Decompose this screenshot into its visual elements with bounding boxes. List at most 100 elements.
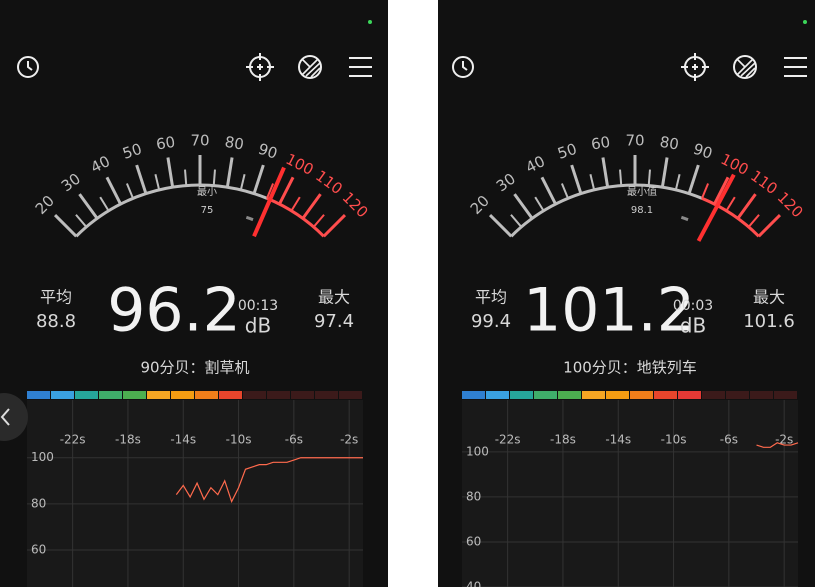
menu-button[interactable] bbox=[784, 57, 807, 77]
collapse-arrow bbox=[0, 408, 10, 426]
gauge-tick bbox=[660, 157, 669, 188]
status-dot bbox=[368, 20, 372, 24]
gauge-tick bbox=[736, 193, 757, 220]
gauge-tick bbox=[513, 193, 534, 220]
gauge-minor-tick bbox=[125, 183, 134, 199]
target-icon bbox=[681, 53, 709, 81]
gauge-tick bbox=[278, 176, 295, 205]
x-tick-label: -18s bbox=[550, 433, 576, 447]
level-segment bbox=[27, 391, 50, 399]
gauge-minor-tick bbox=[747, 214, 760, 228]
status-dot bbox=[803, 20, 807, 24]
gauge-tick bbox=[105, 176, 122, 205]
gauge-tick bbox=[301, 193, 322, 220]
gauge-tick-label: 90 bbox=[691, 140, 715, 163]
level-segment bbox=[486, 391, 509, 399]
gauge-tick bbox=[687, 164, 700, 195]
target-icon bbox=[246, 53, 274, 81]
gauge-tick-label: 60 bbox=[590, 133, 612, 154]
gauge-needle bbox=[252, 166, 286, 238]
average-value: 99.4 bbox=[471, 311, 511, 332]
history-panel bbox=[27, 400, 363, 587]
menu-button[interactable] bbox=[349, 57, 372, 77]
theme-button[interactable] bbox=[733, 55, 757, 79]
average-label: 平均 bbox=[40, 288, 72, 307]
level-segment bbox=[654, 391, 677, 399]
gauge-tick bbox=[713, 176, 730, 205]
max-value: 101.6 bbox=[743, 311, 795, 332]
x-tick-label: -6s bbox=[285, 433, 303, 447]
gauge-minor-tick bbox=[212, 169, 216, 186]
elapsed-time: 00:13 bbox=[238, 298, 278, 314]
level-segment bbox=[630, 391, 653, 399]
level-segment bbox=[339, 391, 362, 399]
gauge-tick-label: 70 bbox=[625, 132, 644, 150]
y-tick-label: 80 bbox=[466, 489, 481, 503]
gauge-tick-label: 50 bbox=[120, 140, 144, 163]
history-button[interactable] bbox=[17, 56, 39, 78]
gauge-minor-tick bbox=[154, 174, 161, 191]
gauge-minor-tick bbox=[701, 183, 710, 199]
gauge-tick bbox=[570, 164, 583, 195]
level-segment bbox=[534, 391, 557, 399]
gauge-minor-tick bbox=[725, 196, 736, 212]
average-label: 平均 bbox=[475, 288, 507, 307]
unit-label: dB bbox=[245, 314, 271, 338]
max-label: 最大 bbox=[753, 288, 785, 307]
y-tick-label: 60 bbox=[466, 534, 481, 548]
gauge-tick-label: 80 bbox=[224, 133, 246, 154]
x-tick-label: -22s bbox=[60, 433, 86, 447]
level-segment bbox=[702, 391, 725, 399]
x-tick-label: -2s bbox=[340, 433, 358, 447]
y-tick-label: 60 bbox=[31, 543, 46, 557]
gauge-tick-label: 70 bbox=[190, 132, 209, 150]
history-line bbox=[756, 442, 799, 448]
gauge-note-value: 98.1 bbox=[631, 205, 653, 216]
gauge-tick bbox=[53, 213, 78, 238]
noise-description: 90分贝：割草机 bbox=[140, 359, 249, 377]
current-value: 101.2 bbox=[523, 276, 695, 346]
level-segment bbox=[558, 391, 581, 399]
level-segment bbox=[315, 391, 338, 399]
gauge-note-value: 75 bbox=[201, 205, 214, 216]
theme-icon bbox=[301, 58, 321, 78]
gauge-minor-tick bbox=[560, 183, 569, 199]
gauge-tick bbox=[488, 213, 513, 238]
level-segment bbox=[582, 391, 605, 399]
level-segment bbox=[147, 391, 170, 399]
level-segment bbox=[462, 391, 485, 399]
elapsed-time: 00:03 bbox=[673, 298, 713, 314]
gauge-needle bbox=[696, 173, 736, 242]
collapse-handle[interactable] bbox=[0, 393, 28, 441]
gauge-tick bbox=[540, 176, 557, 205]
level-segment bbox=[123, 391, 146, 399]
level-segment bbox=[774, 391, 797, 399]
x-tick-label: -10s bbox=[226, 433, 252, 447]
gauge-arc bbox=[510, 183, 703, 238]
theme-button[interactable] bbox=[298, 55, 322, 79]
y-tick-label: 100 bbox=[466, 444, 489, 458]
level-segment bbox=[195, 391, 218, 399]
current-value: 96.2 bbox=[107, 276, 241, 346]
gauge-tick bbox=[322, 213, 347, 238]
gauge-inner-arc bbox=[245, 215, 254, 222]
gauge-minor-tick bbox=[75, 214, 88, 228]
y-tick-label: 80 bbox=[31, 496, 46, 510]
gauge-tick bbox=[225, 157, 234, 188]
history-button[interactable] bbox=[452, 56, 474, 78]
history-icon bbox=[462, 61, 468, 71]
level-segment bbox=[678, 391, 701, 399]
level-segment bbox=[51, 391, 74, 399]
theme-icon bbox=[736, 58, 756, 78]
level-segment bbox=[243, 391, 266, 399]
max-label: 最大 bbox=[318, 288, 350, 307]
gauge-note-label: 最小值 bbox=[627, 185, 657, 198]
x-tick-label: -18s bbox=[115, 433, 141, 447]
max-value: 97.4 bbox=[314, 311, 354, 332]
gauge-tick-label: 50 bbox=[555, 140, 579, 163]
gauge-minor-tick bbox=[647, 169, 651, 186]
x-tick-label: -2s bbox=[775, 433, 793, 447]
y-tick-label: 40 bbox=[466, 580, 481, 587]
gauge-tick-label: 60 bbox=[155, 133, 177, 154]
